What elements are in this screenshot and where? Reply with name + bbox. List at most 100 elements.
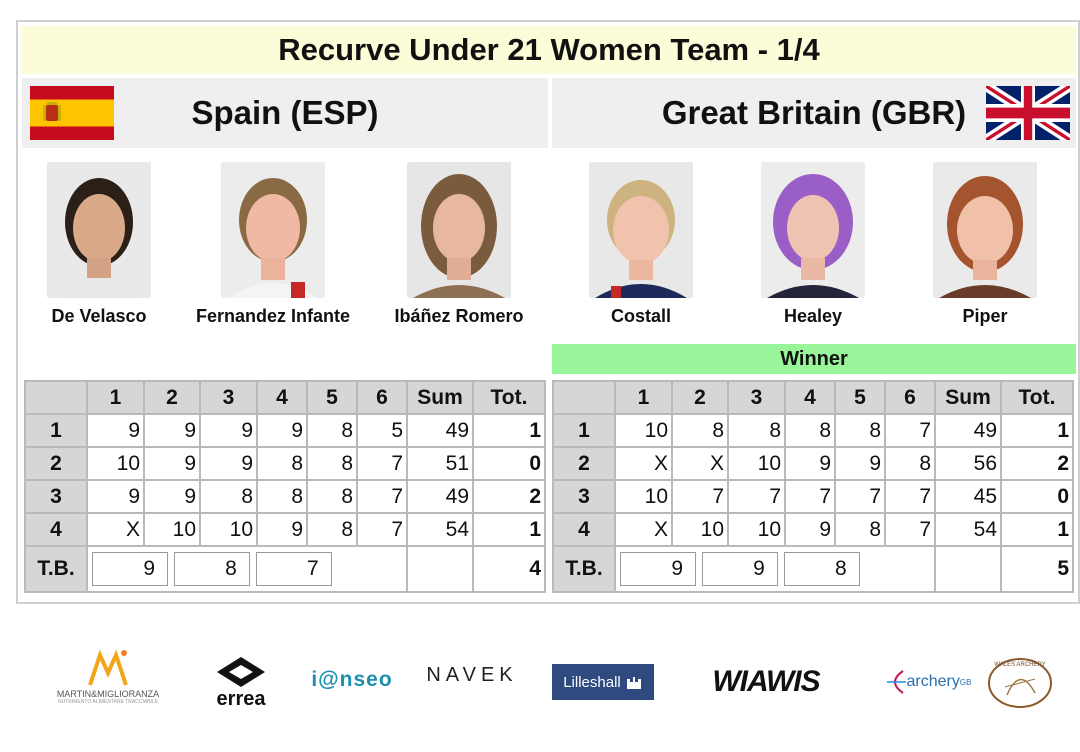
errea-logo-icon (217, 657, 265, 687)
arrow-score: 5 (356, 413, 408, 448)
end-number: 1 (552, 413, 616, 448)
header-cell: 3 (199, 380, 258, 415)
header-cell: 6 (884, 380, 936, 415)
arrow-score: 8 (256, 446, 308, 481)
table-row: 4 X 10 10 9 8 7 54 1 (552, 512, 1074, 547)
athlete-photo (47, 162, 151, 298)
arrow-score: 10 (86, 446, 145, 481)
arrow-score: 9 (199, 413, 258, 448)
arrow-score: X (86, 512, 145, 547)
header-cell: 5 (834, 380, 886, 415)
arrow-score: 7 (671, 479, 729, 514)
end-number: 3 (552, 479, 616, 514)
arrow-score: 8 (784, 413, 836, 448)
header-cell: Tot. (1000, 380, 1074, 415)
end-sum: 45 (934, 479, 1002, 514)
table-row: 1 9 9 9 9 8 5 49 1 (24, 413, 546, 448)
set-points: 1 (472, 413, 546, 448)
table-row: 3 10 7 7 7 7 7 45 0 (552, 479, 1074, 514)
sponsor-bar: MARTIN&MIGLIORANZA NUTRIMENTO ALIMENTARE… (0, 630, 1080, 720)
end-number: 2 (24, 446, 88, 481)
arrow-score: 9 (86, 413, 145, 448)
arrow-score: 9 (256, 413, 308, 448)
sponsor-lilleshall: Lilleshall (552, 664, 654, 700)
wiawis-text: WIAWIS (712, 665, 820, 698)
arrow-score: 10 (143, 512, 201, 547)
header-cell (552, 380, 616, 415)
arrow-score: 8 (306, 512, 358, 547)
lilleshall-text: Lilleshall (563, 673, 621, 691)
end-number: 4 (552, 512, 616, 547)
archery-gb-text: archery (906, 673, 960, 690)
tiebreak-label: T.B. (552, 545, 616, 593)
set-points: 2 (1000, 446, 1074, 481)
end-sum: 54 (406, 512, 474, 547)
end-sum: 51 (406, 446, 474, 481)
arrow-score: 8 (306, 413, 358, 448)
athlete-photo (761, 162, 865, 298)
arrow-score: 10 (614, 413, 673, 448)
athlete-name: Piper (962, 306, 1008, 326)
header-cell: 1 (86, 380, 145, 415)
arrow-score: 7 (784, 479, 836, 514)
arrow-score: 9 (143, 413, 201, 448)
header-cell: 4 (256, 380, 308, 415)
arrow-score: 9 (199, 446, 258, 481)
tiebreak-sum (406, 545, 474, 593)
table-row: 1 10 8 8 8 8 7 49 1 (552, 413, 1074, 448)
header-cell: 6 (356, 380, 408, 415)
archery-gb-sup: GB (959, 677, 972, 687)
tiebreak-arrows: 9 8 7 (86, 545, 408, 593)
sponsor-navek: NAVEK (420, 658, 524, 692)
arrow-score: 7 (356, 446, 408, 481)
arrow-score: 8 (306, 479, 358, 514)
arrow-score: 7 (884, 479, 936, 514)
arrow-score: 8 (884, 446, 936, 481)
set-points: 1 (1000, 413, 1074, 448)
end-number: 3 (24, 479, 88, 514)
athlete-name: Ibáñez Romero (394, 306, 524, 326)
end-number: 2 (552, 446, 616, 481)
header-cell: 3 (727, 380, 786, 415)
arrow-score: X (614, 512, 673, 547)
arrow-score: 8 (834, 512, 886, 547)
tiebreak-arrow: 8 (783, 552, 860, 586)
match-total: 4 (472, 545, 546, 593)
end-sum: 56 (934, 446, 1002, 481)
athlete-card: Ibáñez Romero (374, 162, 544, 327)
martin-logo-icon (88, 649, 128, 686)
sponsor-martin-miglioranza: MARTIN&MIGLIORANZA NUTRIMENTO ALIMENTARE… (52, 636, 164, 716)
tiebreak-arrows: 9 9 8 (614, 545, 936, 593)
end-number: 4 (24, 512, 88, 547)
header-cell: 4 (784, 380, 836, 415)
arrow-score: 10 (671, 512, 729, 547)
match-title: Recurve Under 21 Women Team - 1/4 (22, 26, 1076, 74)
arrow-score: 8 (727, 413, 786, 448)
tiebreak-arrow: 9 (701, 552, 778, 586)
athlete-photo (589, 162, 693, 298)
arrow-score: 9 (143, 446, 201, 481)
tiebreak-arrow: 9 (620, 552, 696, 586)
set-points: 0 (1000, 479, 1074, 514)
table-header-row: 1 2 3 4 5 6 Sum Tot. (552, 380, 1074, 415)
header-cell (24, 380, 88, 415)
end-sum: 49 (406, 413, 474, 448)
athlete-name: De Velasco (51, 306, 147, 326)
score-table-great-britain: 1 2 3 4 5 6 Sum Tot. 1 10 8 8 8 8 7 49 1… (552, 380, 1074, 593)
arrow-score: 9 (86, 479, 145, 514)
arrow-score: X (614, 446, 673, 481)
header-cell: Sum (934, 380, 1002, 415)
arrow-score: 9 (256, 512, 308, 547)
arrow-score: 7 (834, 479, 886, 514)
table-row: 2 X X 10 9 9 8 56 2 (552, 446, 1074, 481)
end-sum: 49 (934, 413, 1002, 448)
arrow-score: 9 (784, 512, 836, 547)
tiebreak-arrow: 9 (92, 552, 168, 586)
arrow-score: 9 (784, 446, 836, 481)
uk-flag-icon (984, 81, 1072, 145)
sponsor-wiawis: WIAWIS (684, 664, 848, 700)
athlete-card: Piper (900, 162, 1070, 327)
match-total: 5 (1000, 545, 1074, 593)
table-header-row: 1 2 3 4 5 6 Sum Tot. (24, 380, 546, 415)
martin-name: MARTIN&MIGLIORANZA (56, 689, 160, 699)
